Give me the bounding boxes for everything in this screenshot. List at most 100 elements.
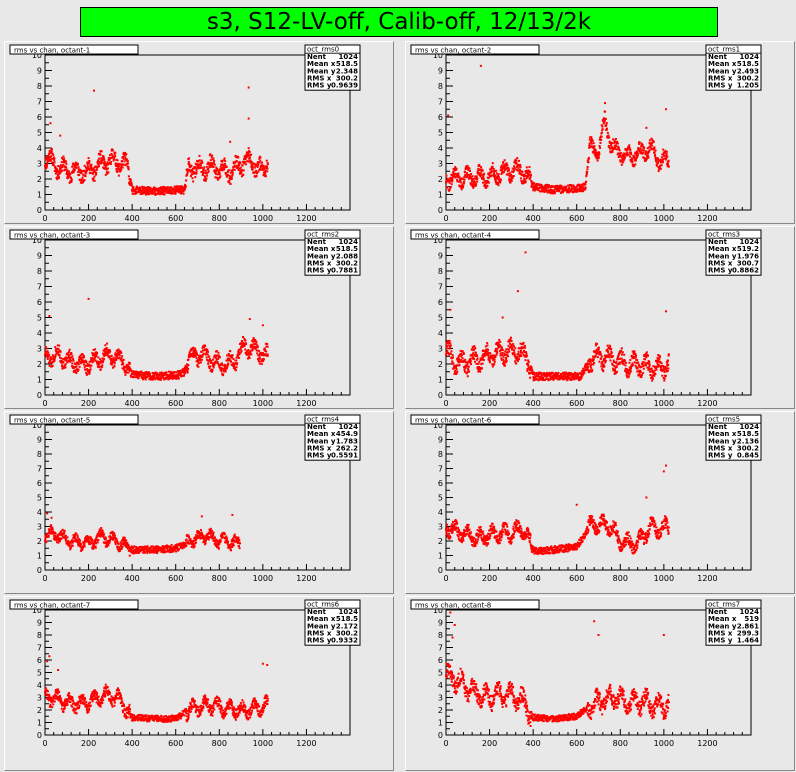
data-point — [240, 340, 243, 343]
data-point — [562, 374, 565, 377]
data-point — [210, 359, 213, 362]
data-point — [586, 170, 589, 173]
data-point — [617, 353, 620, 356]
data-point — [589, 361, 592, 364]
data-point — [504, 356, 507, 359]
data-point — [76, 540, 79, 543]
data-point — [68, 544, 71, 547]
data-point — [129, 179, 132, 182]
data-point — [466, 361, 469, 364]
data-point — [457, 355, 460, 358]
data-point — [461, 357, 464, 360]
data-point — [88, 159, 91, 162]
data-point — [211, 358, 214, 361]
data-point — [469, 175, 472, 178]
data-point — [469, 176, 472, 179]
data-point — [132, 186, 135, 189]
data-point — [514, 355, 517, 358]
data-point — [471, 180, 474, 183]
data-point — [64, 168, 67, 171]
data-point — [629, 358, 632, 361]
data-point — [643, 354, 646, 357]
y-tick-label: 4 — [37, 144, 42, 153]
data-point — [647, 156, 650, 159]
data-point — [599, 351, 602, 354]
data-point — [119, 166, 122, 169]
data-point — [511, 177, 514, 180]
data-point — [238, 356, 241, 359]
data-point — [128, 365, 131, 368]
data-point — [626, 369, 629, 372]
data-point — [487, 180, 490, 183]
data-point — [73, 163, 76, 166]
data-point — [570, 185, 573, 188]
data-point — [171, 377, 174, 380]
data-point — [570, 184, 573, 187]
data-point — [80, 543, 83, 546]
data-point — [502, 360, 505, 363]
stats-mean-y-value: 1.976 — [737, 252, 759, 260]
data-point — [71, 165, 74, 168]
x-tick-label: 800 — [212, 399, 227, 408]
data-point — [237, 169, 240, 172]
data-point — [489, 361, 492, 364]
data-point — [208, 162, 211, 165]
data-point — [445, 180, 448, 183]
data-point — [256, 172, 259, 175]
data-point — [196, 163, 199, 166]
data-point — [468, 167, 471, 170]
data-point — [147, 191, 150, 194]
data-point — [151, 378, 154, 381]
data-point — [263, 168, 266, 171]
data-point-outlier — [665, 108, 668, 111]
data-point — [263, 166, 266, 169]
data-point — [548, 371, 551, 374]
data-point — [106, 350, 109, 353]
data-point — [607, 134, 610, 137]
data-point — [90, 165, 93, 168]
data-point — [472, 352, 475, 355]
data-point — [165, 190, 168, 193]
data-point — [633, 350, 636, 353]
data-point — [493, 360, 496, 363]
data-point — [497, 175, 500, 178]
data-point — [629, 151, 632, 154]
data-point — [223, 159, 226, 162]
data-point — [97, 160, 100, 163]
data-point — [57, 351, 60, 354]
data-point — [486, 353, 489, 356]
data-point — [74, 533, 77, 536]
data-point — [494, 355, 497, 358]
data-point — [588, 358, 591, 361]
data-point — [213, 163, 216, 166]
data-point — [57, 348, 60, 351]
data-point — [240, 346, 243, 349]
data-point — [174, 190, 177, 193]
data-point — [577, 373, 580, 376]
data-point — [172, 373, 175, 376]
data-point — [662, 157, 665, 160]
data-point — [75, 372, 78, 375]
data-point — [468, 361, 471, 364]
data-point — [472, 356, 475, 359]
data-point — [63, 364, 66, 367]
scatter-series — [44, 86, 269, 196]
data-point — [594, 354, 597, 357]
data-point — [208, 355, 211, 358]
data-point — [624, 369, 627, 372]
data-point — [51, 528, 54, 531]
data-point — [159, 378, 162, 381]
data-point — [143, 376, 146, 379]
data-point — [244, 160, 247, 163]
data-point — [83, 363, 86, 366]
data-point — [528, 372, 531, 375]
data-point — [655, 164, 658, 167]
data-point — [121, 159, 124, 162]
data-point — [568, 188, 571, 191]
data-point — [106, 543, 109, 546]
data-point — [128, 367, 131, 370]
data-point — [465, 172, 468, 175]
data-point — [524, 170, 527, 173]
data-point — [463, 365, 466, 368]
data-point — [164, 188, 167, 191]
